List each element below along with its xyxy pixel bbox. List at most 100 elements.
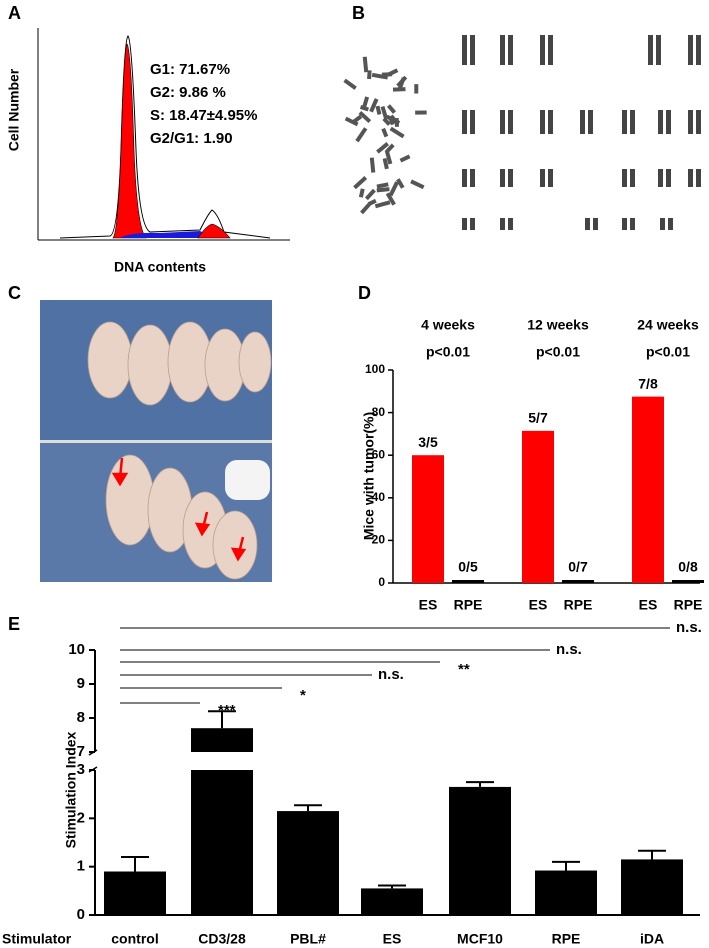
bar xyxy=(104,871,166,915)
chromosome xyxy=(376,182,389,189)
bar xyxy=(361,888,423,915)
x-tick-label: ES xyxy=(639,597,658,613)
x-tick-label: RPE xyxy=(564,597,593,613)
chromosome xyxy=(656,35,661,65)
x-axis-label: DNA contents xyxy=(114,259,206,275)
y-tick-label: 60 xyxy=(372,447,386,461)
chromosome xyxy=(369,98,379,113)
x-tick-label: ES xyxy=(383,931,402,947)
bar xyxy=(449,786,511,915)
mice-photo xyxy=(40,300,272,582)
y-tick-label: 40 xyxy=(372,490,386,504)
chromosome xyxy=(658,169,663,187)
group-label: 24 weeks xyxy=(637,317,699,333)
chromosome xyxy=(688,169,693,187)
chromosome xyxy=(380,106,388,119)
chromosome xyxy=(392,87,406,92)
chromosome xyxy=(376,187,390,193)
chromosome xyxy=(367,198,377,206)
stats: G1: 71.67% G2: 9.86 % S: 18.47±4.95% G2/G1:… xyxy=(150,61,257,147)
chromosome xyxy=(355,127,368,143)
chromosome xyxy=(500,218,505,230)
y-tick-label: 100 xyxy=(365,362,385,376)
chromosome xyxy=(688,35,693,65)
chromosome xyxy=(389,126,405,139)
bar xyxy=(562,580,594,583)
chromosome xyxy=(696,169,701,187)
chromosome xyxy=(359,105,369,112)
significance-label: n.s. xyxy=(676,619,702,636)
chromosome xyxy=(470,218,475,230)
chromosome xyxy=(548,169,553,187)
chromosome xyxy=(374,200,391,209)
chromosome xyxy=(367,70,372,80)
group-label: 4 weeks xyxy=(421,317,475,333)
chromosome xyxy=(396,178,405,189)
chromosome xyxy=(668,218,673,230)
chromosome xyxy=(540,35,545,65)
chromosome xyxy=(361,96,370,109)
y-tick-label: 80 xyxy=(372,405,386,419)
panel-label: E xyxy=(8,614,20,634)
chromosome xyxy=(462,110,467,134)
x-tick-label: RPE xyxy=(552,931,581,947)
panel-label: C xyxy=(8,283,21,303)
significance-label: n.s. xyxy=(556,641,582,658)
chromosome xyxy=(382,117,391,126)
chromosome xyxy=(508,35,513,65)
bar xyxy=(672,580,704,583)
bar xyxy=(191,728,253,752)
chromosome xyxy=(344,116,359,127)
x-tick-label: control xyxy=(111,931,158,947)
y-tick-label: 0 xyxy=(378,575,385,589)
chromosome xyxy=(362,56,369,73)
chromosome xyxy=(540,169,545,187)
bar xyxy=(621,859,683,915)
chromosome xyxy=(622,169,627,187)
significance-label: * xyxy=(300,687,306,704)
x-tick-label: MCF10 xyxy=(457,931,503,947)
y-tick-label: 3 xyxy=(77,761,85,778)
x-axis-label: Stimulator xyxy=(2,931,72,947)
chromosome xyxy=(351,114,363,124)
chromosome xyxy=(508,218,513,230)
chromosome xyxy=(585,218,590,230)
chromosome xyxy=(540,110,545,134)
y-tick-label: 20 xyxy=(372,533,386,547)
chromosome xyxy=(666,110,671,134)
chromosome xyxy=(622,218,627,230)
chromosome xyxy=(588,110,593,134)
significance-label: ** xyxy=(458,661,470,678)
bar xyxy=(522,430,554,583)
chromosome xyxy=(548,35,553,65)
stat: S: 18.47±4.95% xyxy=(150,107,257,124)
chromosome xyxy=(376,142,389,154)
chromosome xyxy=(508,110,513,134)
y-tick-label: 1 xyxy=(77,858,85,875)
chromosome xyxy=(382,157,389,170)
histogram xyxy=(37,28,290,241)
chromosome xyxy=(462,35,467,65)
chromosome xyxy=(630,169,635,187)
chromosome xyxy=(462,169,467,187)
chromosome xyxy=(388,181,399,197)
x-tick-label: ES xyxy=(529,597,548,613)
chromosome xyxy=(666,169,671,187)
chromosome xyxy=(470,35,475,65)
chromosome xyxy=(369,157,376,173)
chromosome xyxy=(375,105,382,115)
y-tick-label: 8 xyxy=(77,709,85,726)
chromosome xyxy=(386,104,397,114)
y-tick-label: 0 xyxy=(77,906,85,923)
y-tick-label: 7 xyxy=(77,743,85,760)
bar xyxy=(452,580,484,583)
karyotype-image xyxy=(343,35,701,230)
value-label: 0/5 xyxy=(458,559,478,575)
chromosome xyxy=(371,72,389,80)
chromosome xyxy=(358,110,372,124)
panel-label: A xyxy=(8,3,21,23)
chromosome xyxy=(500,35,505,65)
stat: G1: 71.67% xyxy=(150,61,230,78)
chromosome xyxy=(658,110,663,134)
